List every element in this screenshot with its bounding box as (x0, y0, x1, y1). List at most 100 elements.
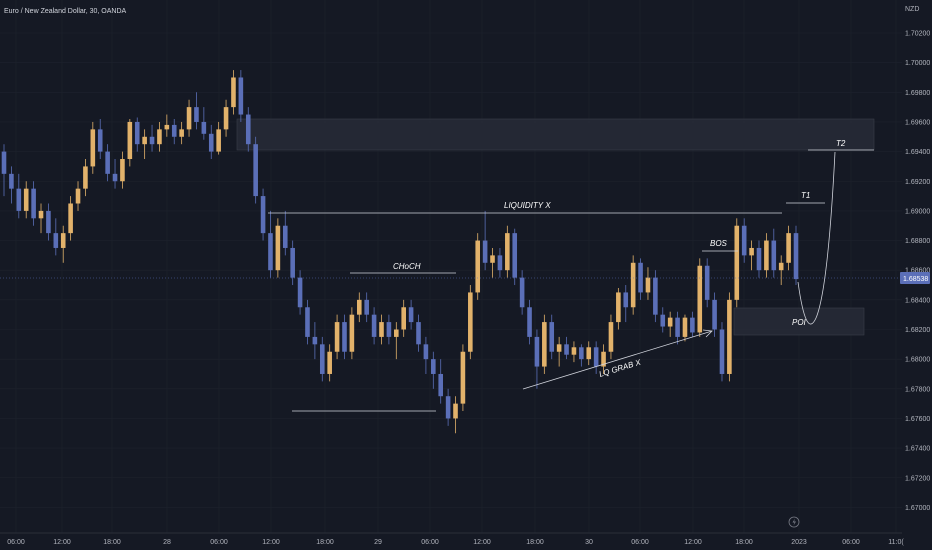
candle-body (208, 133, 214, 152)
candle-body (171, 124, 177, 137)
candle-body (238, 77, 244, 115)
candle-body (157, 129, 162, 145)
candle-body (505, 233, 510, 271)
candle-body (90, 129, 96, 167)
x-tick-label: 18:00 (103, 539, 121, 546)
candle-body (475, 240, 481, 293)
candle-body (53, 233, 59, 248)
candle-body (364, 299, 369, 315)
candle-body (416, 322, 421, 345)
candle-body (667, 317, 673, 327)
candle-body (46, 210, 51, 234)
candle-body (638, 262, 643, 293)
candle-body (608, 322, 614, 352)
candle-body (282, 225, 288, 248)
x-tick-label: 06:00 (7, 539, 25, 546)
candle-body (468, 292, 473, 352)
candle-body (497, 255, 503, 271)
liquidity-label: LIQUIDITY X (504, 201, 551, 210)
candle-body (571, 347, 577, 355)
projection-path (797, 151, 836, 325)
candle-body (275, 225, 281, 271)
x-tick-label: 18:00 (526, 539, 544, 546)
candle-body (527, 307, 532, 337)
y-tick-label: 1.69600 (905, 119, 930, 126)
x-tick-label: 2023 (791, 539, 807, 546)
candle-body (75, 188, 81, 204)
price-axis[interactable]: 1.70200 1.70000 1.69800 1.69600 1.69400 1.692… (905, 31, 930, 512)
candle-body (482, 240, 488, 263)
candle-body (334, 322, 340, 352)
time-axis[interactable]: 06:00 12:00 18:00 28 06:00 12:00 18:00 29 06:00 1… (7, 539, 904, 546)
symbol-title: Euro / New Zealand Dollar, 30, OANDA (4, 8, 126, 15)
candle-body (201, 121, 207, 134)
candle-body (68, 203, 73, 234)
y-tick-label: 1.67600 (905, 416, 930, 423)
candle-body (97, 129, 103, 152)
x-tick-label: 12:00 (53, 539, 71, 546)
candle-body (356, 299, 362, 315)
candle-body (453, 403, 458, 419)
candle-body (741, 225, 747, 256)
candle-body (268, 233, 273, 271)
x-tick-label: 06:00 (631, 539, 649, 546)
candle-body (786, 233, 791, 263)
candle-body (712, 299, 717, 330)
x-tick-label: 12:00 (684, 539, 702, 546)
candle-body (697, 265, 703, 333)
y-tick-label: 1.68200 (905, 327, 930, 334)
t1-label: T1 (801, 191, 810, 200)
candle-body (342, 322, 347, 352)
candle-body (386, 322, 392, 337)
candle-body (16, 188, 22, 211)
candlestick-series (1, 70, 799, 434)
currency-label: NZD (905, 6, 919, 13)
bos-label: BOS (710, 239, 728, 248)
x-tick-label: 06:00 (421, 539, 439, 546)
last-price-label: 1.68538 (903, 276, 928, 283)
candle-body (9, 173, 14, 189)
candle-body (231, 77, 236, 108)
choch-label: CHoCH (393, 262, 421, 271)
candle-body (616, 292, 621, 323)
candle-body (445, 396, 451, 419)
x-tick-label: 11:0( (888, 539, 904, 546)
poi-zone (733, 307, 865, 336)
candle-body (512, 233, 518, 278)
t2-label: T2 (836, 139, 846, 148)
candle-body (186, 107, 192, 130)
candle-body (305, 307, 310, 337)
candle-body (645, 277, 651, 293)
candle-body (534, 336, 540, 367)
candle-body (660, 314, 666, 327)
candle-body (630, 262, 636, 308)
candle-body (704, 265, 710, 300)
candle-body (682, 317, 688, 337)
candle-body (312, 336, 318, 345)
y-tick-label: 1.70200 (905, 31, 930, 38)
candle-body (253, 144, 258, 197)
y-tick-label: 1.69800 (905, 90, 930, 97)
candle-body (519, 277, 525, 308)
x-tick-label: 29 (374, 539, 382, 546)
candle-body (216, 129, 221, 152)
candle-body (105, 151, 110, 174)
y-tick-label: 1.67000 (905, 505, 930, 512)
candle-body (134, 121, 140, 145)
y-tick-label: 1.69400 (905, 149, 930, 156)
candle-body (401, 307, 406, 330)
candle-body (127, 121, 133, 160)
candle-body (149, 136, 155, 145)
x-tick-label: 12:00 (473, 539, 491, 546)
candle-body (112, 173, 118, 182)
candle-body (542, 322, 547, 367)
candle-body (727, 299, 732, 374)
y-tick-label: 1.67200 (905, 475, 930, 482)
x-tick-label: 30 (585, 539, 593, 546)
lightning-icon[interactable] (788, 516, 800, 528)
x-tick-label: 28 (163, 539, 171, 546)
candle-body (771, 240, 777, 271)
lq-grab-line (522, 330, 713, 390)
candle-body (179, 129, 184, 137)
